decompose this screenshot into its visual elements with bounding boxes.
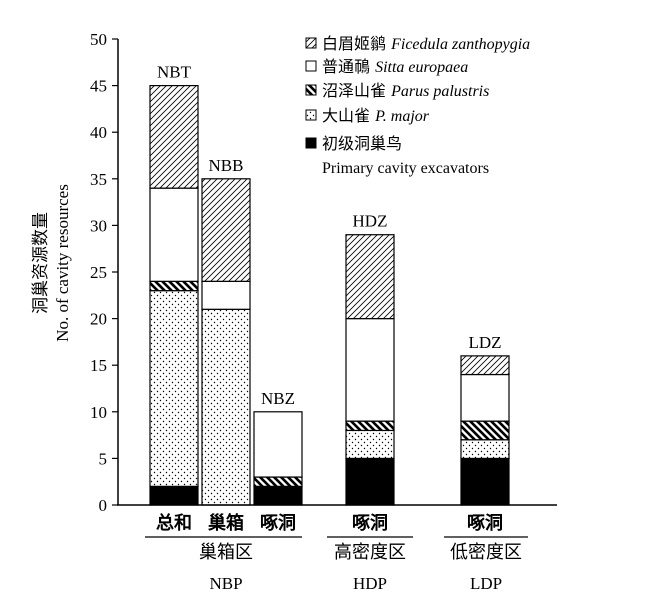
bar-label: HDZ [353, 212, 388, 231]
group-label-en: NBP [209, 574, 242, 593]
legend-label-en: Sitta europaea [375, 59, 468, 76]
legend-label-cn: 初级洞巢鸟 [322, 134, 402, 153]
legend-swatch-major [305, 109, 317, 121]
bar-label: NBB [209, 156, 244, 175]
category-label: 啄洞 [352, 513, 388, 534]
legend-swatch-palustris [305, 84, 317, 96]
bar-segment-major [149, 290, 199, 487]
y-axis-ticks: 0 5 10 15 20 25 30 35 40 45 50 [90, 30, 118, 515]
bar-segment-europaea [201, 280, 251, 310]
legend-label: 沼泽山雀 Parus palustris [322, 81, 489, 100]
bar-segment-primary [149, 485, 199, 506]
y-axis-title-en: No. of cavity resources [53, 184, 72, 342]
legend-label-en: Primary cavity excavators [322, 160, 489, 177]
group-label-cn: 高密度区 [334, 542, 406, 563]
category-label: 啄洞 [260, 513, 296, 534]
y-tick-label: 10 [90, 403, 107, 422]
bar-segment-palustris [149, 280, 199, 292]
bar-segment-ficedula [345, 234, 395, 320]
bar-segment-ficedula [460, 355, 510, 376]
legend-label-en: P. major [374, 108, 430, 125]
y-tick-label: 40 [90, 123, 107, 142]
y-tick-label: 45 [90, 77, 107, 96]
y-tick-label: 20 [90, 310, 107, 329]
legend-swatch-ficedula [305, 37, 317, 49]
y-axis-title-cn: 洞巢资源数量 [31, 212, 51, 314]
bar-label: LDZ [468, 333, 501, 352]
legend-label: 白眉姬鹟 Ficedula zanthopygia [322, 34, 530, 53]
y-tick-label: 50 [90, 30, 107, 49]
bar-label: NBT [157, 63, 192, 82]
group-label-en: LDP [470, 574, 502, 593]
legend-swatch-europaea [305, 60, 317, 72]
bar-segment-europaea [345, 318, 395, 422]
group-label-cn: 低密度区 [450, 542, 522, 563]
y-tick-label: 5 [99, 449, 108, 468]
legend-label-cn: 白眉姬鹟 [322, 34, 391, 53]
category-label: 啄洞 [467, 513, 503, 534]
legend: 白眉姬鹟 Ficedula zanthopygia 普通鳾 Sitta europ… [305, 34, 530, 177]
legend-label-cn: 大山雀 [322, 106, 375, 125]
bar-label: NBZ [261, 389, 295, 408]
legend-label-en: Ficedula zanthopygia [390, 36, 530, 53]
bar-segment-ficedula [149, 84, 199, 189]
category-label: 巢箱 [207, 512, 244, 534]
legend-label-en: Parus palustris [390, 83, 489, 100]
bar-segment-palustris [253, 476, 303, 487]
bar-segment-europaea [149, 187, 199, 282]
bar-segment-major [460, 439, 510, 460]
bar-segment-primary [460, 457, 510, 506]
y-tick-label: 35 [90, 170, 107, 189]
bar-segment-europaea [460, 373, 510, 422]
bars: NBT NBB NBZ HDZ LDZ [149, 63, 510, 506]
group-label-en: HDP [353, 574, 387, 593]
group-label-cn: 巢箱区 [199, 542, 253, 563]
y-tick-label: 30 [90, 216, 107, 235]
bar-segment-primary [345, 457, 395, 506]
bar-segment-major [345, 429, 395, 460]
category-label: 总和 [156, 512, 192, 534]
legend-label: 初级洞巢鸟 [322, 134, 402, 153]
legend-label: 普通鳾 Sitta europaea [322, 57, 468, 76]
bar-segment-primary [253, 485, 303, 506]
bar-segment-europaea [253, 411, 303, 478]
bar-segment-ficedula [201, 178, 251, 282]
legend-label-cn: 沼泽山雀 [322, 81, 391, 100]
legend-label-cn: 普通鳾 [322, 57, 375, 76]
legend-label: 大山雀 P. major [322, 106, 430, 125]
y-tick-label: 0 [99, 496, 108, 515]
bar-segment-palustris [460, 420, 510, 441]
y-tick-label: 25 [90, 263, 107, 282]
bar-segment-major [201, 308, 251, 506]
bar-segment-palustris [345, 420, 395, 432]
y-tick-label: 15 [90, 356, 107, 375]
legend-swatch-primary [305, 137, 317, 149]
